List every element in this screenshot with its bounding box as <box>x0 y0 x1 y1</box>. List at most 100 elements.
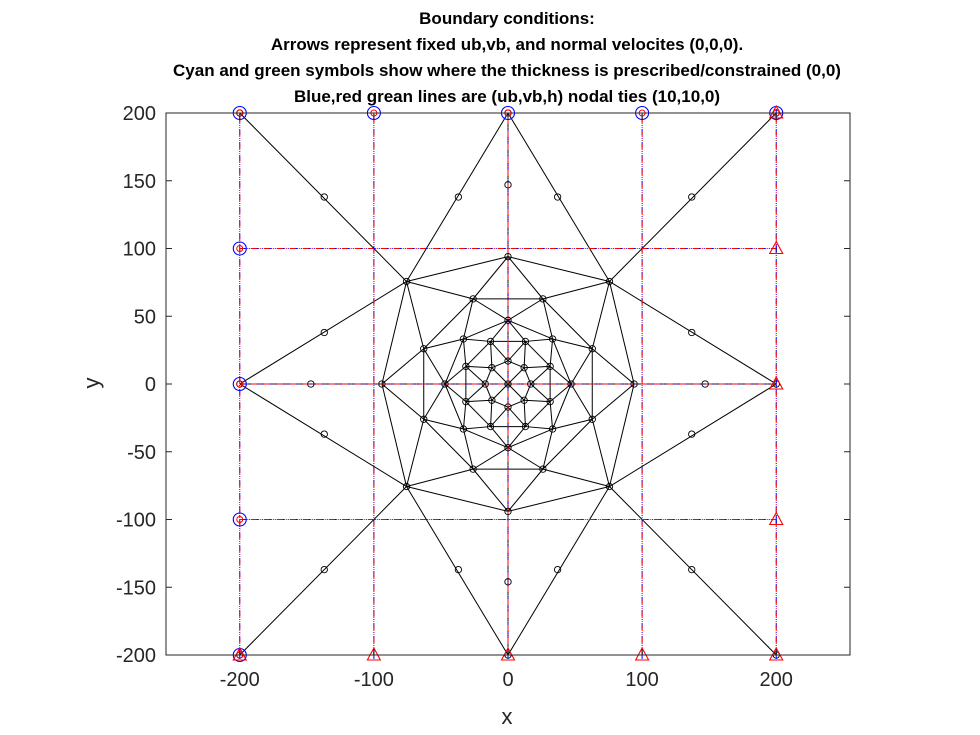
mesh-edge <box>507 426 526 449</box>
mesh-edge <box>463 338 491 342</box>
mesh-node-point <box>402 277 411 286</box>
mesh-edge <box>381 348 425 385</box>
boundary-inner-marker <box>236 380 244 388</box>
title-line-1: Boundary conditions: <box>419 9 595 28</box>
mesh-edge <box>549 383 572 403</box>
mesh-node-point <box>486 337 495 346</box>
mesh-node-point <box>504 380 512 388</box>
title-line-4: Blue,red grean lines are (ub,vb,h) nodal… <box>294 87 720 106</box>
mesh-node-point <box>588 345 596 353</box>
mesh-node-point <box>504 578 512 586</box>
mesh-edge <box>239 383 407 487</box>
mesh-edge <box>406 281 425 349</box>
mesh-edge <box>490 400 493 427</box>
mesh-node-point <box>504 316 512 324</box>
mesh-edge <box>609 486 777 656</box>
mesh-edge <box>463 428 509 449</box>
mesh-edge <box>542 298 593 350</box>
mesh-edge <box>239 281 407 385</box>
mesh-edge <box>381 281 408 385</box>
mesh-edge <box>523 341 526 368</box>
mesh-node-point <box>320 193 328 201</box>
mesh-edge <box>523 383 532 401</box>
mesh-edge <box>491 367 509 385</box>
mesh-edge <box>490 341 509 362</box>
mesh-edge <box>491 360 509 369</box>
x-tick-label: 200 <box>760 669 793 691</box>
mesh-edge <box>507 399 525 408</box>
mesh-edge <box>406 112 509 282</box>
mesh-node-point <box>605 482 614 491</box>
mesh-edge <box>507 428 553 449</box>
title-line-2: Arrows represent fixed ub,vb, and normal… <box>271 35 743 54</box>
mesh-edge <box>423 348 446 385</box>
mesh-edge <box>423 298 474 350</box>
x-tick-label: 0 <box>502 669 513 691</box>
boundary-circle-marker <box>232 376 247 392</box>
boundary-inner-marker <box>236 516 244 523</box>
boundary-triangle-marker <box>768 646 784 661</box>
mesh-edge <box>472 256 509 300</box>
x-axis-label: x <box>502 704 513 729</box>
mesh-node-point <box>539 295 547 303</box>
mesh-edge <box>490 406 509 427</box>
mesh-node-point <box>486 422 495 431</box>
mesh-edge <box>542 468 610 488</box>
mesh-edge <box>444 365 467 385</box>
mesh-edge <box>507 486 610 656</box>
mesh-edge <box>530 366 551 385</box>
mesh-edge <box>462 428 474 470</box>
mesh-edge <box>491 399 509 408</box>
mesh-node-point <box>441 380 449 388</box>
mesh-edge <box>423 418 474 470</box>
mesh-edge <box>465 401 491 427</box>
mesh-edge <box>507 486 610 512</box>
mesh-edge <box>591 383 635 420</box>
mesh-node-point <box>504 357 512 365</box>
mesh-node-point <box>521 422 530 431</box>
mesh-edge <box>472 447 509 470</box>
mesh-node-point <box>521 337 530 346</box>
mesh-edge <box>542 428 554 470</box>
mesh-edge <box>463 426 491 430</box>
mesh-edge <box>484 383 493 401</box>
mesh-edge <box>525 401 551 427</box>
mesh-node-point <box>469 295 477 303</box>
mesh-edge <box>490 319 509 342</box>
mesh-edge <box>406 486 509 512</box>
mesh-edge <box>524 399 551 403</box>
mesh-node-point <box>454 565 463 574</box>
mesh-edge <box>406 468 474 488</box>
mesh-edge <box>507 406 526 427</box>
y-tick-label: 50 <box>134 306 156 328</box>
mesh-node-point <box>548 335 557 343</box>
mesh-node-point <box>553 565 562 574</box>
mesh-edge <box>465 365 492 369</box>
mesh-node-point <box>520 396 528 404</box>
mesh-node-point <box>504 507 512 516</box>
axes: -200 -100 0 100 200 -200 -150 -100 -50 0 50 100 150 2… <box>116 103 851 691</box>
mesh-edge <box>549 365 572 385</box>
boundary-triangle-marker <box>768 511 784 526</box>
mesh-edge <box>609 383 777 487</box>
x-tick-label: -100 <box>354 669 394 691</box>
mesh-edge <box>507 468 544 512</box>
mesh-edge <box>239 112 407 282</box>
mesh-edge <box>463 319 509 340</box>
mesh-edge <box>507 447 544 470</box>
mesh-edge <box>525 426 553 430</box>
mesh-node-point <box>320 328 328 337</box>
mesh-edge <box>465 383 486 402</box>
mesh-node-point <box>548 425 557 433</box>
chart-title: Boundary conditions: Arrows represent fi… <box>173 9 841 106</box>
mesh-node-point <box>546 362 554 371</box>
y-tick-label: 100 <box>123 239 156 261</box>
mesh-edge <box>406 280 474 300</box>
mesh-edge <box>444 383 467 403</box>
title-line-3: Cyan and green symbols show where the th… <box>173 61 841 80</box>
plot-area <box>232 104 784 663</box>
mesh-node-point <box>402 482 411 491</box>
mesh-node-point <box>454 193 463 201</box>
mesh-node-point <box>504 252 512 261</box>
mesh-node-point <box>488 364 496 372</box>
